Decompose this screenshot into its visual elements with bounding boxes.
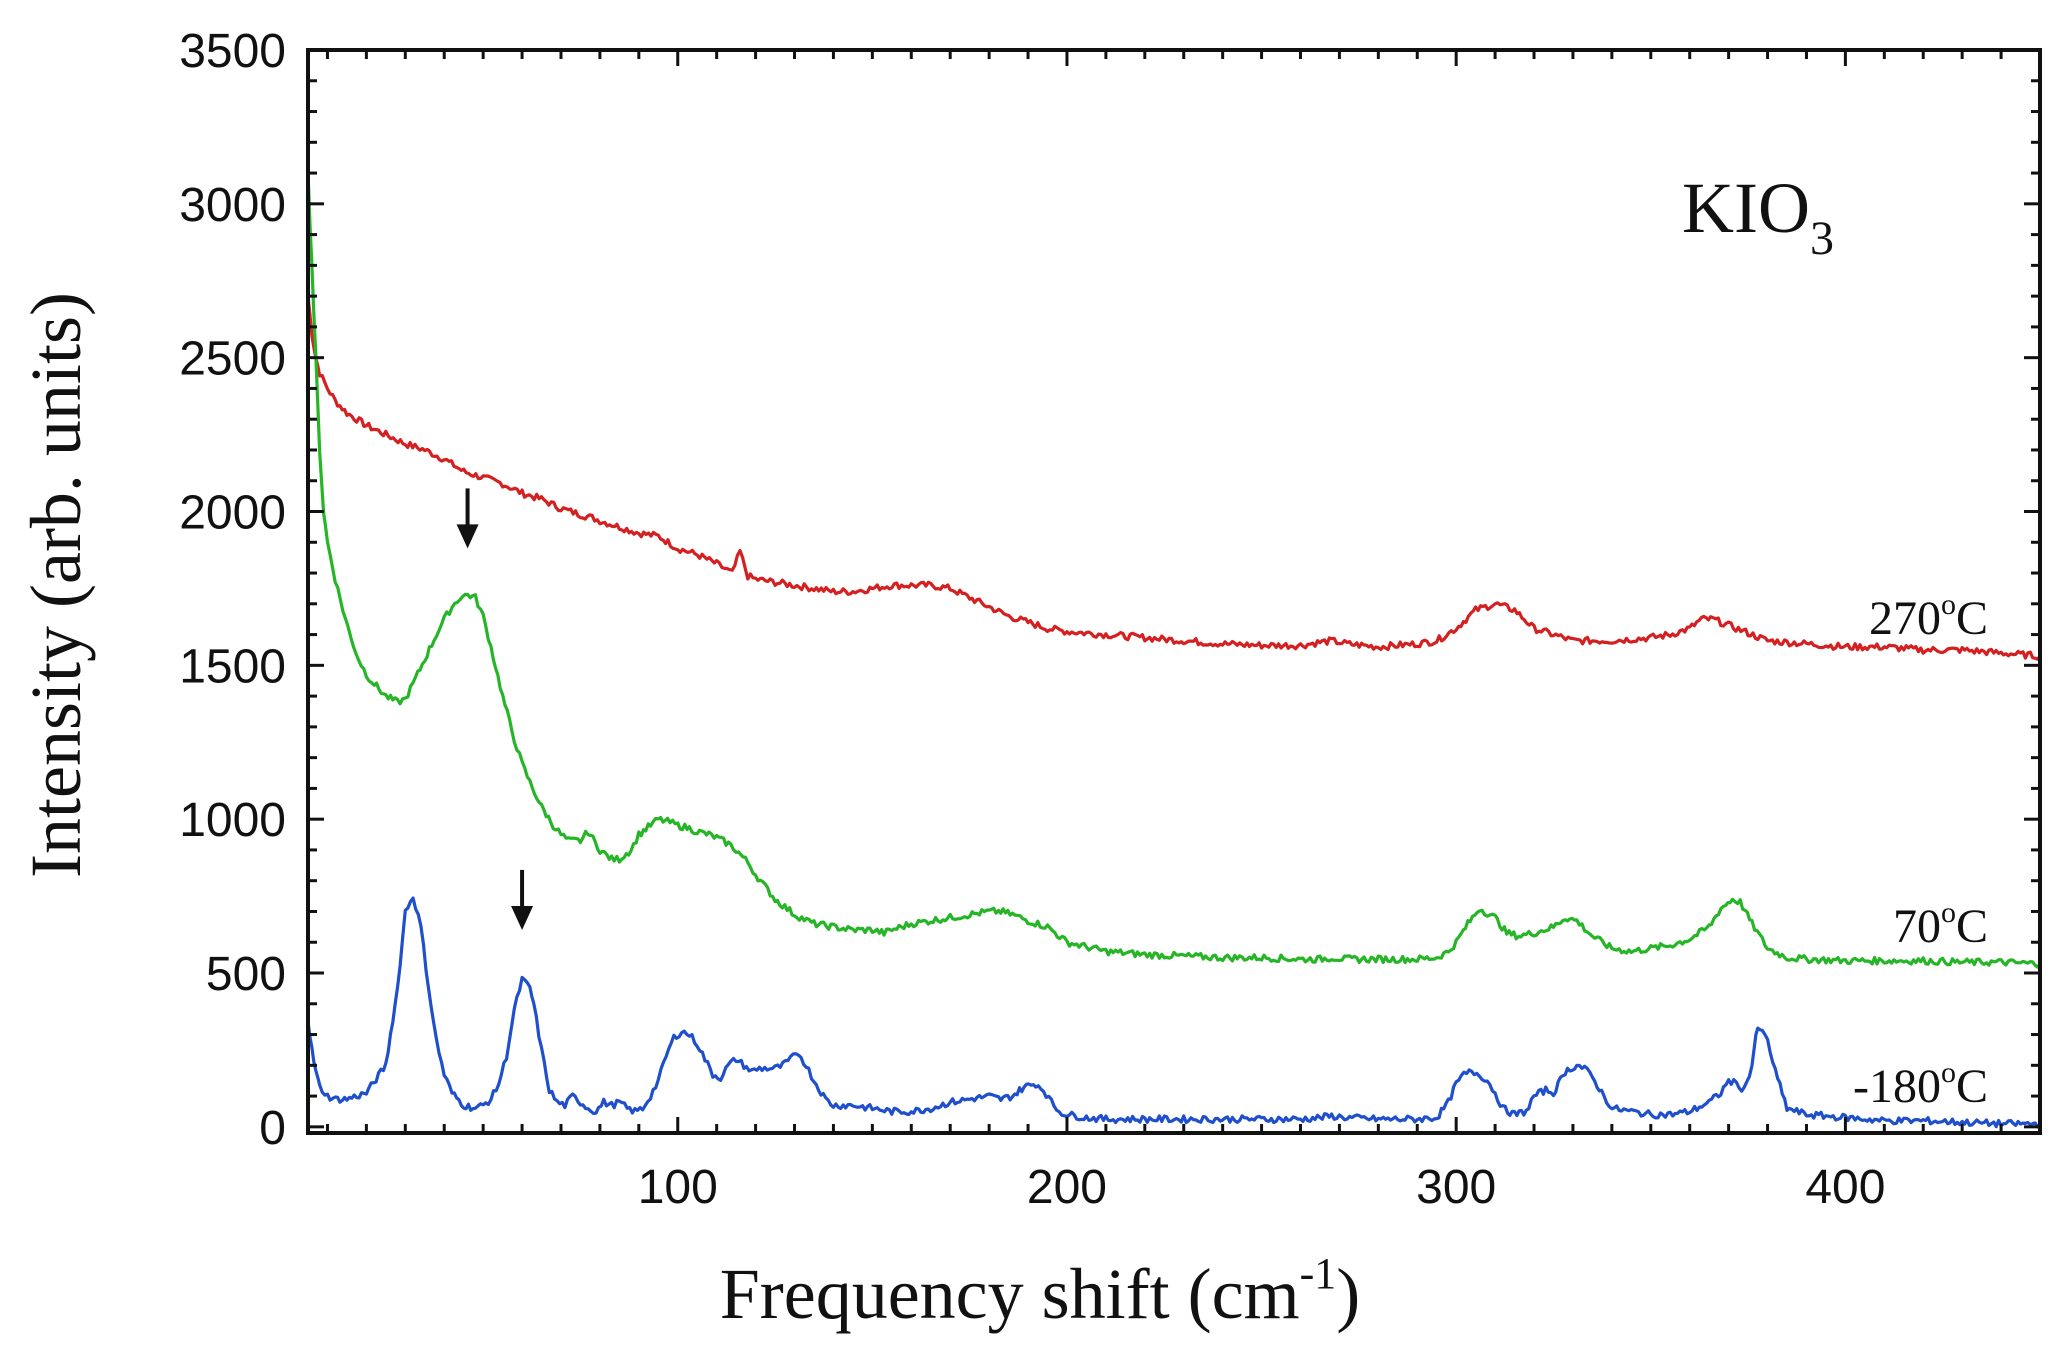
y-tick-label: 2500	[179, 333, 286, 386]
series-line-3	[306, 896, 2042, 1129]
plot-frame	[306, 48, 2042, 1135]
series-label-3: -180oC	[1853, 1056, 1988, 1113]
x-axis-title-superscript: -1	[1300, 1249, 1337, 1298]
y-tick-label: 3000	[179, 179, 286, 232]
series-line-2	[306, 171, 2042, 969]
compound-label: KIO3	[1682, 168, 1834, 265]
series-label-1: 270oC	[1869, 588, 1988, 645]
y-tick-label: 2000	[179, 487, 286, 540]
series-layer	[306, 171, 2042, 1129]
x-tick-label: 200	[1027, 1161, 1107, 1214]
y-tick-label: 1500	[179, 640, 286, 693]
y-tick-label: 0	[259, 1102, 286, 1155]
series-labels: 270oC 70oC -180oC	[1853, 588, 1988, 1113]
x-axis-title-main: Frequency shift (cm	[720, 1254, 1300, 1334]
y-tick-label: 1000	[179, 794, 286, 847]
x-tick-labels: 100 200 300 400	[638, 1161, 1886, 1214]
y-axis-title: Intensity (arb. units)	[16, 292, 96, 878]
y-tick-label: 3500	[179, 25, 286, 78]
compound-label-subscript: 3	[1810, 212, 1834, 265]
x-axis-title-suffix: )	[1336, 1254, 1360, 1334]
y-tick-label: 500	[206, 948, 286, 1001]
peak-arrow-marker	[456, 488, 479, 549]
x-tick-label: 100	[638, 1161, 718, 1214]
series-line-1	[306, 296, 2042, 661]
marker-layer	[456, 488, 534, 930]
x-tick-label: 300	[1416, 1161, 1496, 1214]
x-axis-title: Frequency shift (cm-1)	[720, 1249, 1360, 1334]
peak-arrow-marker	[511, 869, 534, 930]
x-tick-label: 400	[1805, 1161, 1885, 1214]
compound-label-main: KIO	[1682, 168, 1810, 248]
y-tick-labels: 0 500 1000 1500 2000 2500 3000 3500	[179, 25, 286, 1155]
series-label-2: 70oC	[1893, 896, 1988, 953]
